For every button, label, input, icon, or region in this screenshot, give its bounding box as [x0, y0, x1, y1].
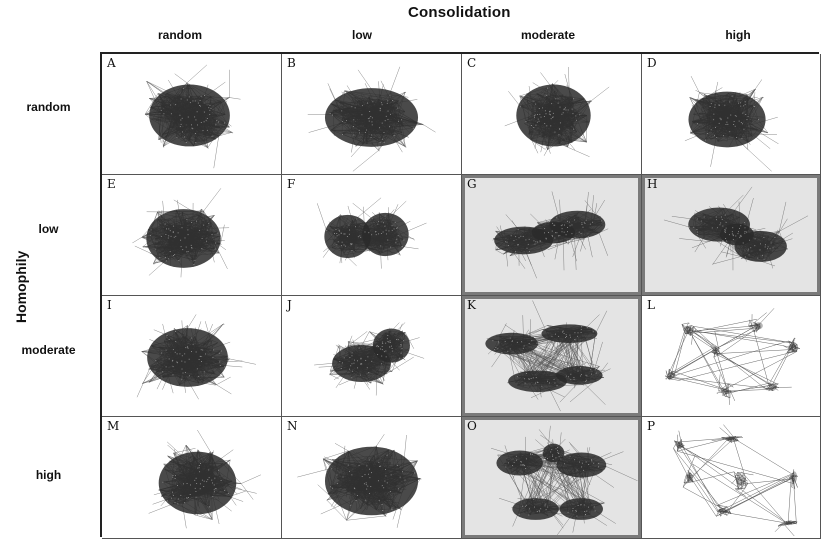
panel-j: J: [282, 296, 462, 417]
panel-l: L: [642, 296, 821, 417]
network-core: [512, 498, 559, 520]
network-graph: [462, 417, 641, 538]
network-core: [768, 384, 776, 391]
panel-o: O: [462, 417, 642, 539]
panel-label: A: [107, 56, 116, 70]
panel-label: P: [647, 419, 655, 433]
panel-label: D: [647, 56, 657, 70]
row-header-random: random: [0, 100, 97, 114]
panel-label: H: [647, 177, 657, 191]
network-graph: [282, 175, 461, 295]
row-header-moderate: moderate: [0, 343, 97, 357]
network-graph: [102, 417, 281, 538]
panel-i: I: [102, 296, 282, 417]
network-core: [541, 324, 597, 343]
network-core: [737, 476, 745, 486]
network-core: [792, 471, 798, 482]
column-header-high: high: [648, 28, 827, 42]
panel-label: E: [107, 177, 116, 191]
network-core: [688, 92, 765, 148]
network-core: [159, 452, 237, 514]
network-core: [560, 498, 603, 520]
row-header-high: high: [0, 468, 97, 482]
panel-k: K: [462, 296, 642, 417]
homophily-axis-title: Homophily: [13, 253, 29, 323]
panel-a: A: [102, 54, 282, 175]
panel-d: D: [642, 54, 821, 175]
network-core: [720, 224, 754, 246]
panel-b: B: [282, 54, 462, 175]
network-graph: [282, 54, 461, 174]
network-core: [788, 343, 796, 351]
column-header-low: low: [272, 28, 452, 42]
network-core: [516, 85, 590, 147]
panel-g: G: [462, 175, 642, 296]
network-core: [325, 88, 418, 147]
panel-label: N: [287, 419, 298, 433]
network-core: [373, 329, 410, 363]
panel-label: B: [287, 56, 296, 70]
network-edges: [673, 425, 798, 536]
network-core: [325, 447, 418, 516]
row-header-low: low: [0, 222, 97, 236]
network-core: [362, 213, 409, 256]
column-header-moderate: moderate: [458, 28, 638, 42]
panel-label: I: [107, 298, 112, 312]
panel-grid: A B C D E F G H I J K L M N O P: [100, 52, 819, 537]
network-graph: [282, 417, 461, 538]
panel-label: F: [287, 177, 295, 191]
panel-label: J: [287, 298, 292, 312]
network-graph: [642, 296, 820, 416]
panel-label: K: [467, 298, 476, 312]
network-core: [146, 209, 220, 268]
network-graph: [462, 54, 641, 174]
network-graph: [282, 296, 461, 416]
panel-p: P: [642, 417, 821, 539]
network-edges: [491, 426, 637, 535]
network-graph: [102, 54, 281, 174]
network-core: [676, 442, 683, 448]
network-edges: [487, 300, 611, 411]
panel-label: C: [467, 56, 476, 70]
panel-label: O: [467, 419, 477, 433]
network-graph: [642, 54, 820, 174]
network-core: [485, 333, 538, 355]
figure-title: Consolidation: [408, 4, 511, 21]
network-graph: [102, 296, 281, 416]
network-core: [496, 451, 543, 476]
panel-c: C: [462, 54, 642, 175]
network-core: [556, 453, 606, 478]
network-core: [149, 85, 230, 147]
network-graph: [462, 175, 641, 295]
network-core: [683, 326, 691, 333]
column-header-random: random: [90, 28, 270, 42]
network-edges: [665, 308, 800, 405]
network-core: [556, 366, 603, 385]
network-graph: [642, 417, 820, 538]
network-core: [147, 328, 228, 387]
network-core: [755, 322, 763, 329]
panel-label: M: [107, 419, 119, 433]
network-core: [721, 388, 729, 395]
panel-label: L: [647, 298, 655, 312]
panel-e: E: [102, 175, 282, 296]
panel-n: N: [282, 417, 462, 539]
panel-m: M: [102, 417, 282, 539]
network-core: [687, 472, 693, 482]
panel-f: F: [282, 175, 462, 296]
network-graph: [462, 296, 641, 416]
panel-label: G: [467, 177, 477, 191]
panel-h: H: [642, 175, 821, 296]
network-graph: [642, 175, 820, 295]
network-graph: [102, 175, 281, 295]
